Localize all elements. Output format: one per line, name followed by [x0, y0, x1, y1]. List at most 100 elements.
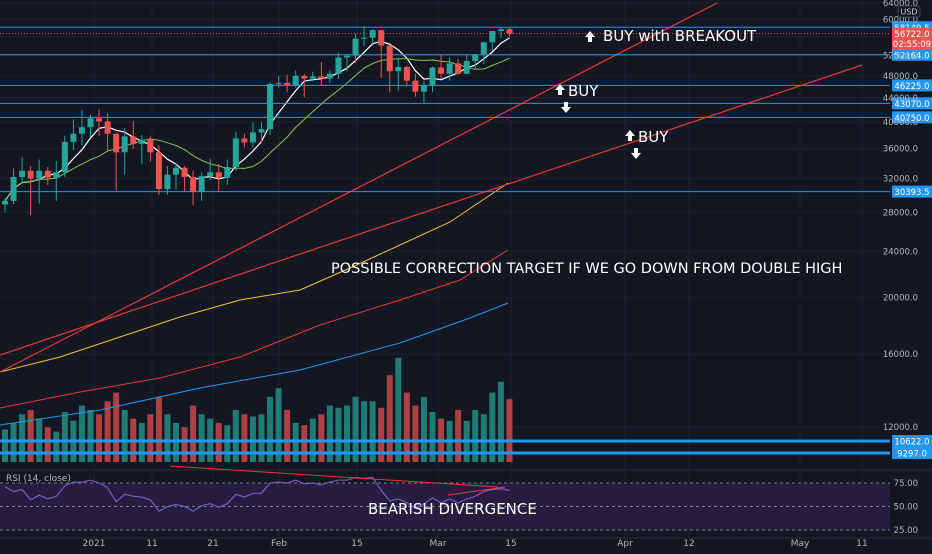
volume-bar: [395, 357, 402, 462]
rsi-divergence-line: [169, 465, 499, 488]
volume-bar: [241, 414, 248, 462]
candle-body: [36, 170, 43, 179]
volume-bar: [27, 409, 34, 462]
rsi-tick-label: 25.00: [894, 526, 918, 536]
time-tick-label: 15: [505, 539, 516, 549]
volume-bar: [369, 401, 376, 462]
volume-bar: [275, 388, 282, 462]
volume-bar: [480, 414, 487, 462]
price-tick-label: 52000.0: [883, 52, 918, 62]
volume-bar: [267, 396, 274, 462]
level-label-box: [892, 21, 932, 34]
candle-body: [198, 176, 205, 192]
price-tick-label: 12000.0: [883, 423, 918, 433]
annotation-correction-target: POSSIBLE CORRECTION TARGET IF WE GO DOWN…: [331, 261, 842, 277]
volume-bar: [78, 405, 85, 462]
time-tick-label: 15: [351, 539, 362, 549]
level-label: 46225.0: [894, 82, 929, 92]
candle-body: [190, 176, 197, 192]
rsi-divergence-line-short: [447, 486, 506, 496]
level-label: 30393.5: [894, 188, 929, 198]
candle-body: [224, 166, 231, 178]
volume-bar: [489, 392, 496, 462]
candle-body: [352, 38, 359, 56]
volume-bar: [224, 425, 231, 462]
volume-bar: [378, 407, 385, 462]
volume-level-label: 9297.0: [897, 450, 927, 460]
time-tick-label: Apr: [617, 539, 633, 549]
volume-bar: [284, 409, 291, 462]
level-label-box: [892, 48, 932, 61]
candle-body: [275, 82, 282, 84]
candle-body: [292, 75, 299, 86]
volume-bar: [472, 409, 479, 462]
candle-body: [121, 136, 128, 153]
volume-bar: [344, 405, 350, 462]
volume-bar: [181, 427, 188, 462]
volume-bar: [258, 414, 265, 462]
candle-body: [326, 73, 333, 79]
rsi-pane[interactable]: RSI (14, close): [0, 469, 932, 539]
candle-body: [284, 82, 291, 86]
volume-bar: [198, 414, 205, 462]
candle-body: [207, 172, 214, 177]
volume-bar: [232, 409, 239, 462]
candle-body: [378, 30, 385, 46]
candle-body: [420, 85, 427, 92]
moving-averages: [0, 37, 510, 426]
annotation-buy-upper: BUY: [568, 82, 599, 100]
candle-body: [138, 139, 145, 144]
volume-bar: [61, 412, 68, 462]
candle-body: [53, 172, 60, 178]
countdown-label: 02:55:09: [893, 40, 931, 50]
candle-body: [497, 29, 504, 32]
volume-bar: [429, 412, 436, 462]
volume-bar: [155, 396, 162, 462]
volume-bar: [87, 409, 94, 462]
volume-bar: [44, 427, 51, 462]
trendline-lower[interactable]: [0, 64, 863, 356]
volume-bar: [420, 396, 427, 462]
candle-body: [335, 57, 342, 74]
price-tick-label: 44000.0: [883, 94, 918, 104]
candle-body: [506, 29, 513, 34]
ma-slow-line: [0, 182, 509, 373]
volume-bar: [113, 392, 120, 462]
volume-bar: [104, 401, 111, 462]
time-tick-label: 12: [683, 539, 694, 549]
candle-body: [2, 200, 8, 205]
volume-bar: [121, 409, 128, 462]
volume-bar: [2, 429, 8, 462]
price-tick-label: 40000.0: [883, 118, 918, 128]
volume-bar: [190, 405, 197, 462]
ma-mid-line: [4, 57, 510, 202]
candle-body: [249, 132, 256, 143]
arrow-down-icon: [561, 102, 571, 113]
candle-body: [96, 118, 103, 122]
volume-bar: [386, 375, 393, 462]
volume-bar: [249, 416, 256, 462]
volume-bar: [318, 414, 325, 462]
candle-body: [489, 31, 496, 43]
horizontal-levels[interactable]: [0, 26, 890, 455]
price-tick-label: 32000.0: [883, 175, 918, 185]
candle-body: [344, 55, 350, 58]
trendline-upper[interactable]: [0, 2, 718, 373]
price-tick-label: 28000.0: [883, 208, 918, 218]
time-tick-label: Mar: [430, 539, 447, 549]
candle-body: [258, 129, 265, 133]
candle-body: [61, 141, 68, 173]
trendlines[interactable]: [0, 2, 863, 373]
price-tick-label: 16000.0: [883, 350, 918, 360]
candle-body: [147, 139, 154, 153]
price-axis[interactable]: 58149.552164.046225.043070.040750.030393…: [883, 0, 932, 536]
candle-body: [395, 67, 402, 72]
level-label: 52164.0: [894, 51, 929, 61]
price-tick-label: 20000.0: [883, 294, 918, 304]
time-tick-label: 11: [856, 539, 867, 549]
time-axis[interactable]: 2021 11 21 Feb 15 Mar 15 Apr 12 May 11: [83, 539, 868, 549]
volume-bar: [497, 381, 504, 462]
arrow-up-icon: [555, 84, 565, 95]
currency-tag: USD: [900, 8, 917, 17]
